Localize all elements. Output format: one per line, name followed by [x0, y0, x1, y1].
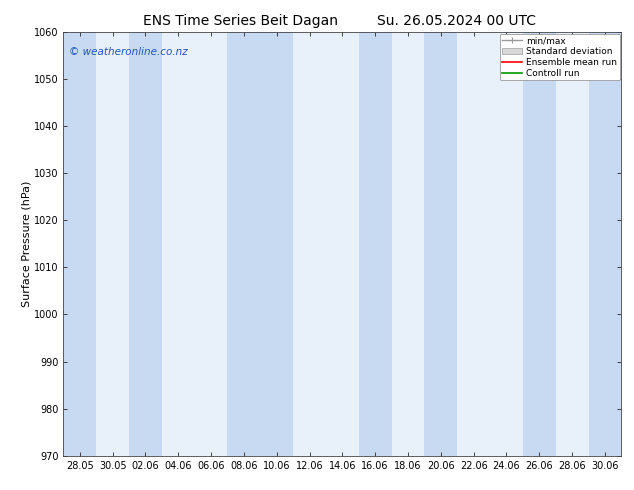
Text: Su. 26.05.2024 00 UTC: Su. 26.05.2024 00 UTC [377, 14, 536, 28]
Bar [424, 32, 457, 456]
Y-axis label: Surface Pressure (hPa): Surface Pressure (hPa) [21, 181, 31, 307]
Bar [261, 32, 293, 456]
Bar [63, 32, 96, 456]
Legend: min/max, Standard deviation, Ensemble mean run, Controll run: min/max, Standard deviation, Ensemble me… [500, 34, 619, 80]
Text: ENS Time Series Beit Dagan: ENS Time Series Beit Dagan [143, 14, 339, 28]
Bar [359, 32, 392, 456]
Bar [588, 32, 621, 456]
Bar [228, 32, 261, 456]
Bar [129, 32, 162, 456]
Text: © weatheronline.co.nz: © weatheronline.co.nz [69, 47, 188, 57]
Bar [523, 32, 555, 456]
